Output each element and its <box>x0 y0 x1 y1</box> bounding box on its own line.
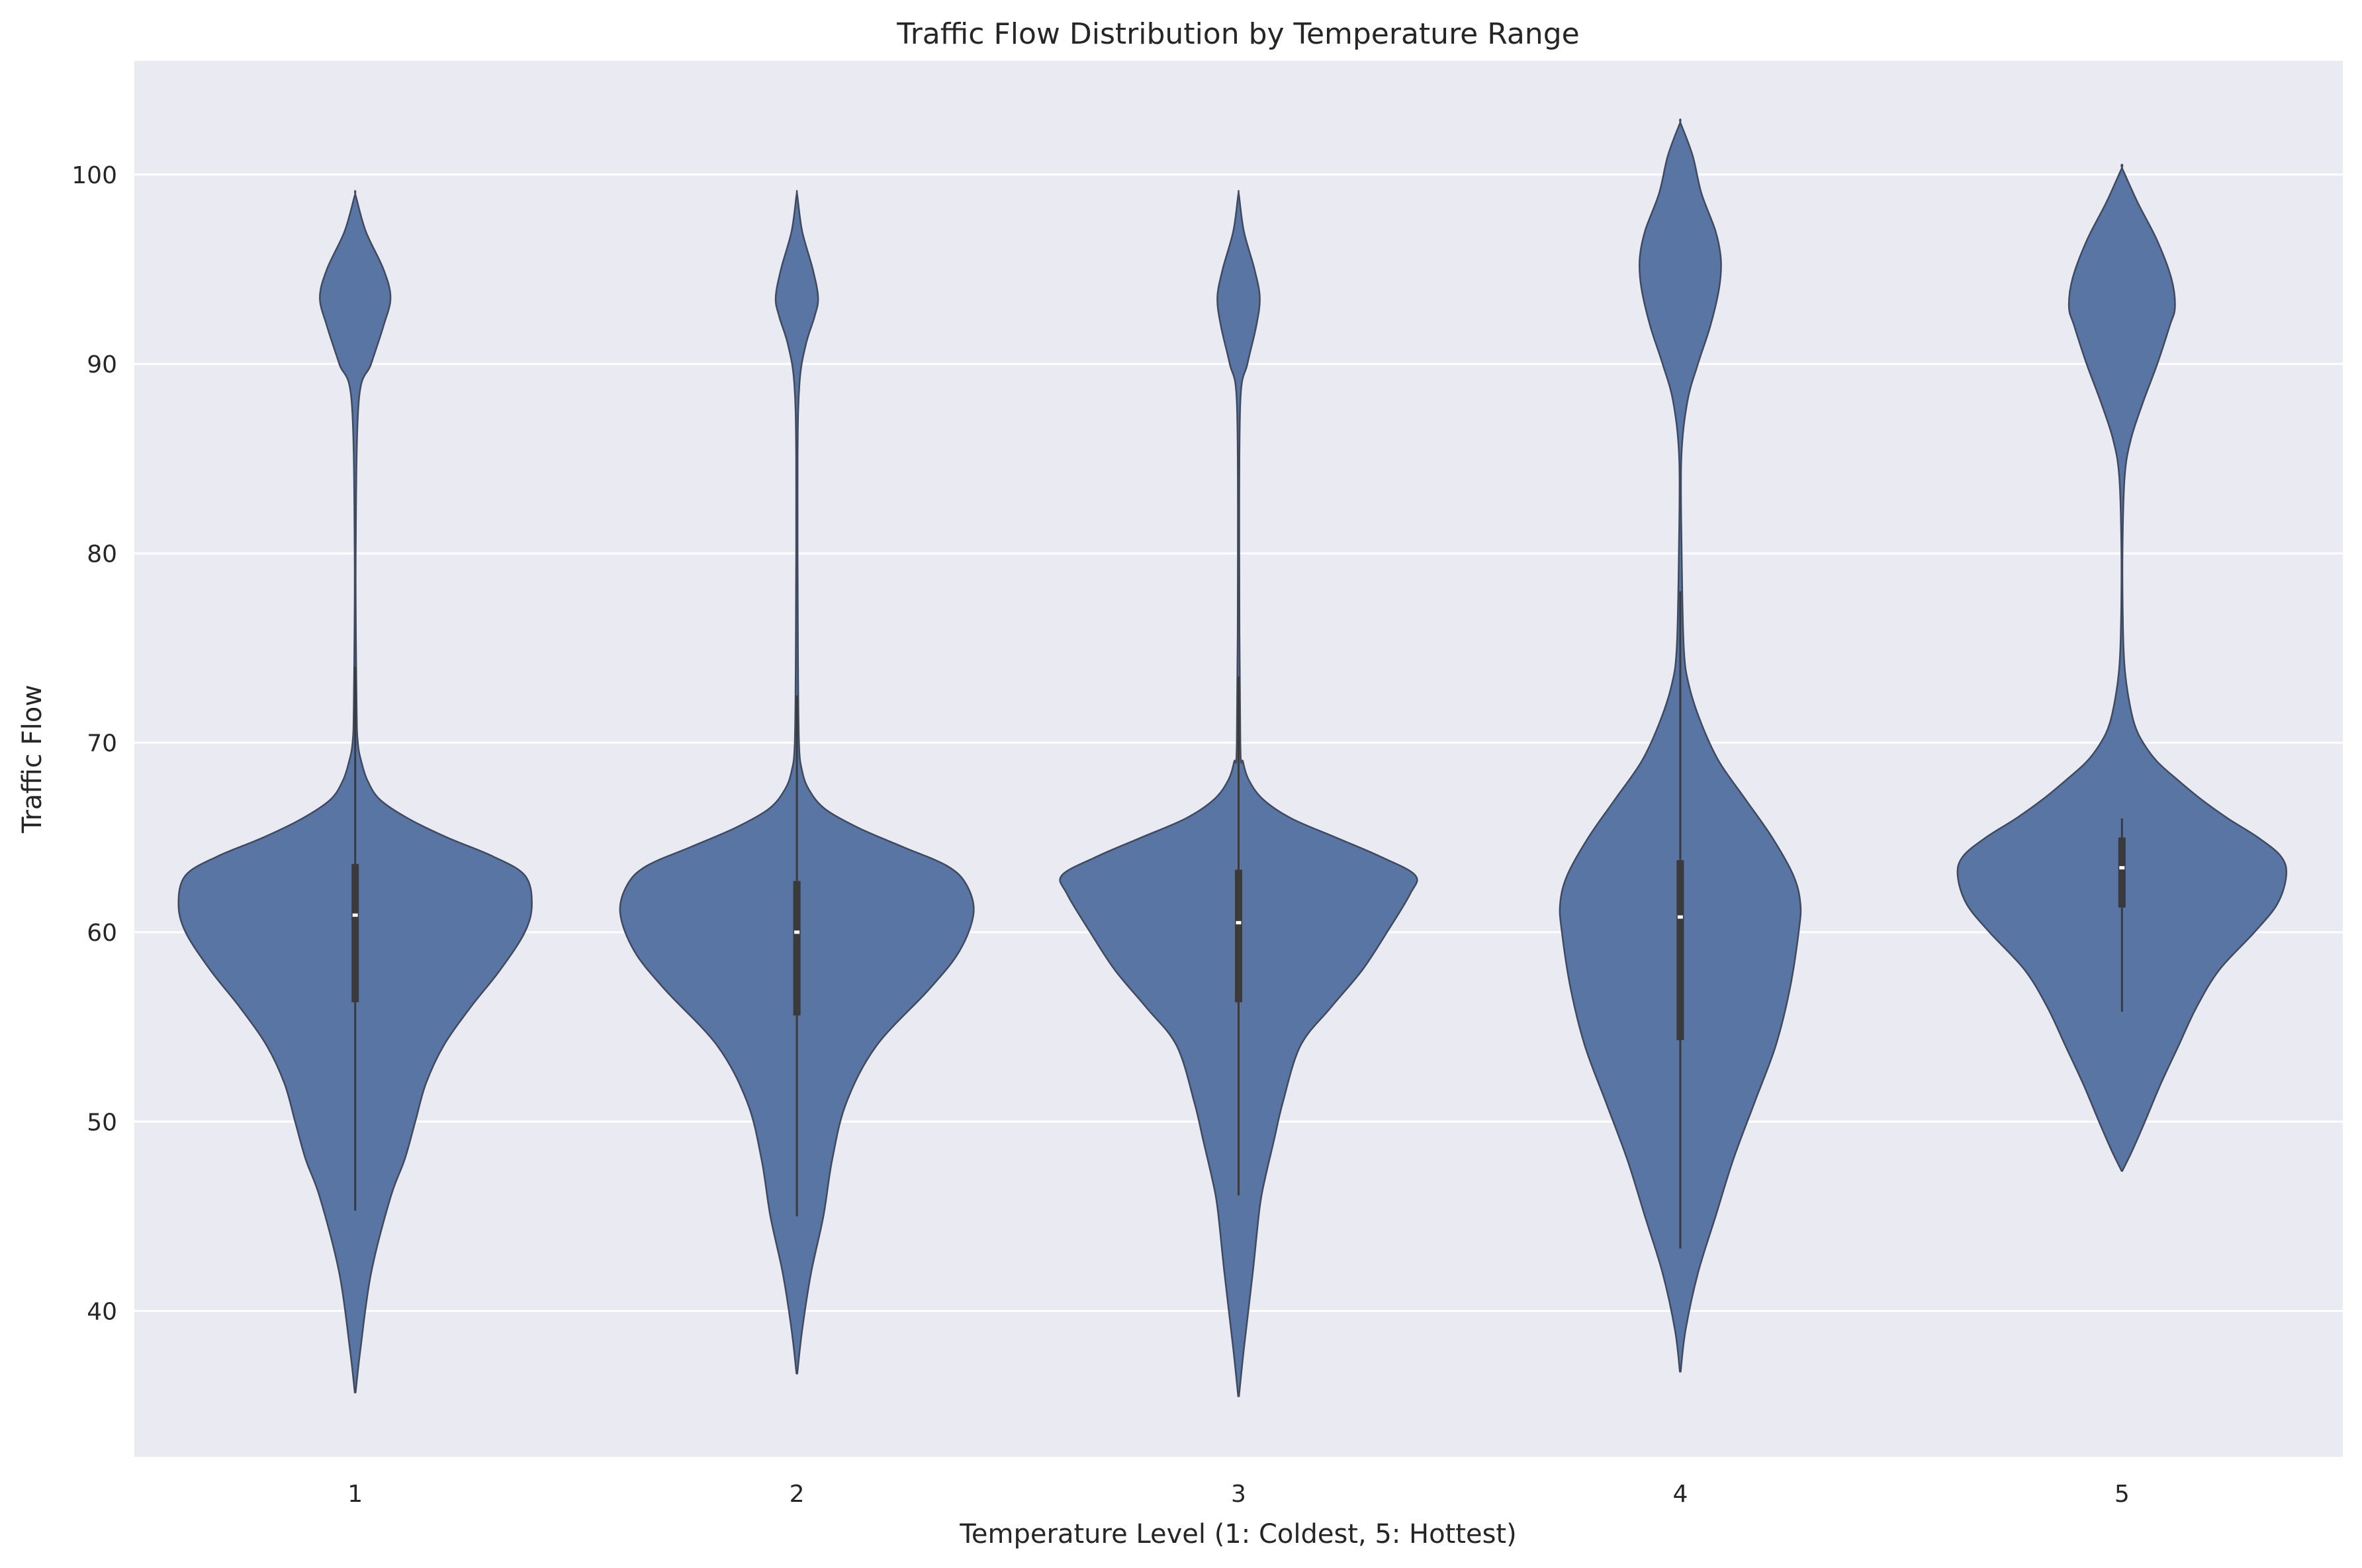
x-tick-label: 1 <box>347 1481 363 1508</box>
violin-median-1 <box>352 913 358 917</box>
y-tick-label: 70 <box>87 730 117 758</box>
x-axis-label: Temperature Level (1: Coldest, 5: Hottes… <box>959 1519 1516 1549</box>
y-tick-label: 60 <box>87 920 117 947</box>
violin-median-3 <box>1236 921 1242 925</box>
y-axis-label: Traffic Flow <box>17 685 48 834</box>
violin-body-5 <box>1956 163 2288 1172</box>
x-tick-label: 3 <box>1231 1481 1246 1508</box>
x-tick-label: 2 <box>790 1481 805 1508</box>
y-axis-ticks: 40 50 60 70 80 90 100 <box>71 162 117 1326</box>
y-tick-label: 40 <box>87 1299 117 1326</box>
y-tick-label: 80 <box>87 541 117 568</box>
x-axis-ticks: 1 2 3 4 5 <box>347 1481 2130 1508</box>
y-tick-label: 100 <box>71 162 117 189</box>
y-tick-label: 90 <box>87 351 117 378</box>
violins <box>177 118 2288 1397</box>
y-tick-label: 50 <box>87 1109 117 1136</box>
violin-median-4 <box>1677 915 1683 919</box>
x-tick-label: 5 <box>2114 1481 2130 1508</box>
chart-title: Traffic Flow Distribution by Temperature… <box>896 17 1579 51</box>
violin-median-2 <box>794 930 800 934</box>
violin-median-5 <box>2119 866 2125 870</box>
x-tick-label: 4 <box>1672 1481 1688 1508</box>
